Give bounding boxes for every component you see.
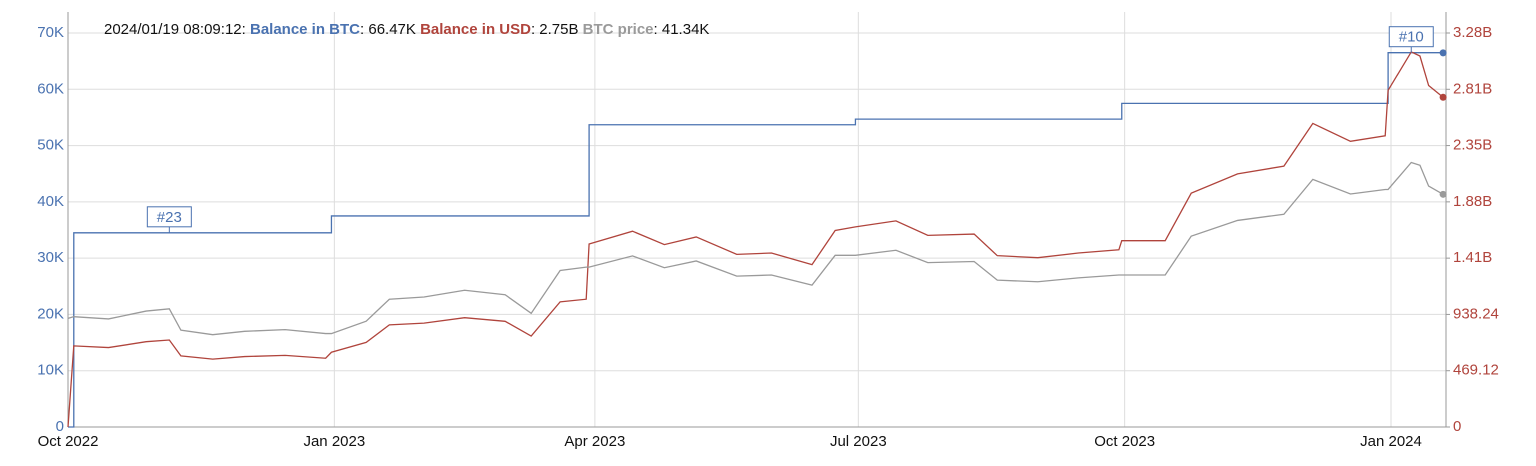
y2-tick-label: 3.28B — [1453, 24, 1492, 41]
y-tick-label: 20K — [37, 305, 64, 322]
x-tick-label: Jul 2023 — [830, 433, 887, 450]
series-line — [68, 52, 1444, 428]
y-tick-label: 50K — [37, 137, 64, 154]
legend-name: BTC price — [582, 21, 654, 38]
end-point — [1439, 49, 1447, 57]
annotation-box — [1388, 26, 1434, 48]
y-tick-label: 60K — [37, 80, 64, 97]
x-tick-label: Apr 2023 — [564, 433, 625, 450]
legend-value: 2.75B — [539, 21, 579, 38]
y-tick-label: 70K — [37, 24, 64, 41]
end-point — [1439, 190, 1447, 198]
series-line — [67, 161, 1444, 336]
annotation-text: #23 — [157, 209, 182, 226]
y-tick-label: 0 — [56, 418, 64, 435]
y-tick-label: 30K — [37, 249, 64, 266]
y2-tick-label: 1.41B — [1453, 249, 1492, 266]
y2-tick-label: 2.81B — [1453, 80, 1492, 97]
series-line — [67, 51, 1444, 428]
x-tick-label: Jan 2023 — [303, 433, 365, 450]
x-tick-label: Oct 2023 — [1094, 433, 1155, 450]
y-tick-label: 40K — [37, 193, 64, 210]
y2-tick-label: 938.24 — [1453, 305, 1499, 322]
y-tick-label: 10K — [37, 362, 64, 379]
tooltip-header: 2024/01/19 08:09:12: Balance in BTC: 66.… — [104, 21, 710, 38]
y2-tick-label: 2.35B — [1453, 137, 1492, 154]
y2-tick-label: 1.88B — [1453, 193, 1492, 210]
end-point — [1439, 93, 1447, 101]
x-tick-label: Oct 2022 — [38, 433, 99, 450]
legend-name: Balance in USD — [420, 21, 531, 38]
legend-name: Balance in BTC — [249, 21, 361, 38]
annotation-box — [146, 206, 192, 228]
timestamp: 2024/01/19 08:09:12 — [104, 21, 242, 38]
x-tick-label: Jan 2024 — [1360, 433, 1422, 450]
y2-tick-label: 0 — [1453, 418, 1461, 435]
annotation-text: #10 — [1399, 29, 1424, 46]
y2-tick-label: 469.12 — [1453, 362, 1499, 379]
legend-value: 41.34K — [661, 21, 710, 38]
legend-value: 66.47K — [368, 21, 416, 38]
